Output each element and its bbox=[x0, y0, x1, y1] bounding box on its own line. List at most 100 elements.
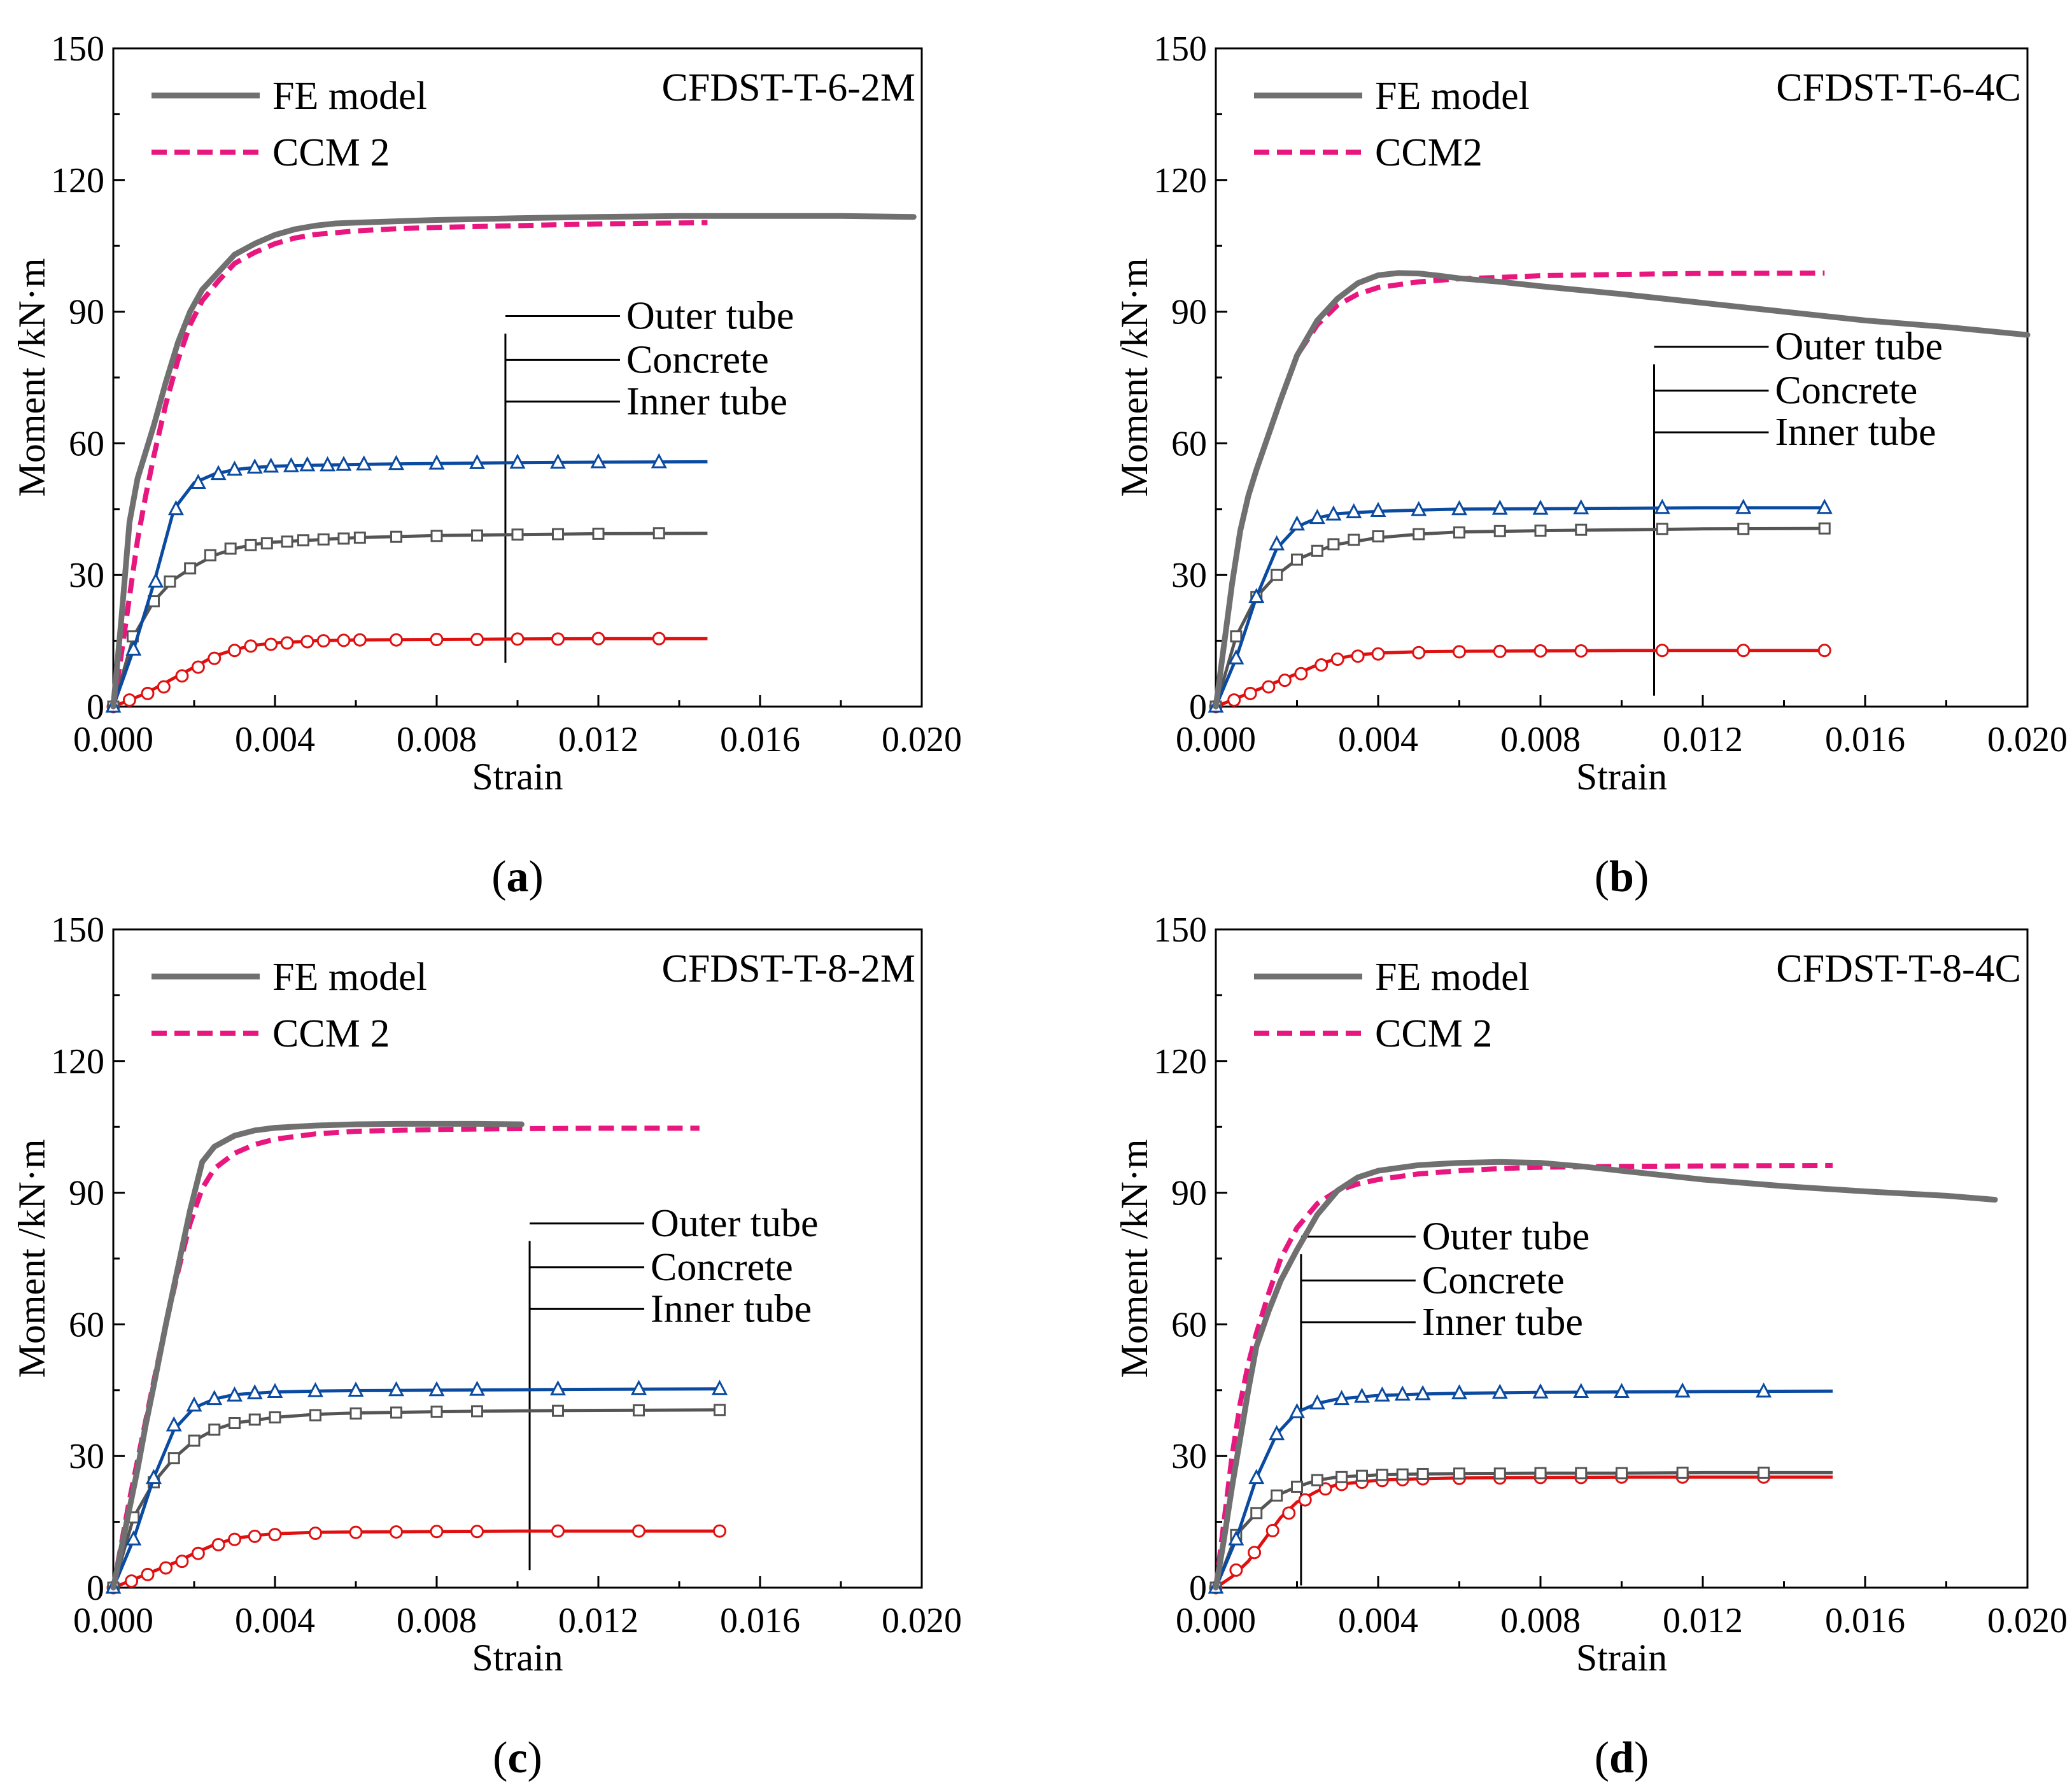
square-marker-icon bbox=[1376, 1469, 1388, 1481]
x-tick-label: 0.000 bbox=[1176, 1601, 1256, 1640]
series-concrete bbox=[107, 527, 708, 713]
legend-fe-label: FE model bbox=[272, 74, 427, 118]
triangle-marker-icon bbox=[1374, 1386, 1390, 1402]
triangle-marker-icon bbox=[1532, 1383, 1549, 1399]
square-marker-icon bbox=[633, 1404, 645, 1417]
square-marker-icon bbox=[1271, 568, 1283, 581]
y-tick-label: 60 bbox=[1171, 1305, 1207, 1344]
annotation-label: Inner tube bbox=[1775, 411, 1936, 454]
y-tick-label: 30 bbox=[69, 1437, 104, 1476]
square-marker-icon bbox=[1271, 1489, 1283, 1502]
panel-label-letter: d bbox=[1609, 1733, 1634, 1782]
annotation-label: Inner tube bbox=[651, 1287, 812, 1330]
square-marker-icon bbox=[430, 1406, 443, 1418]
x-tick-label: 0.012 bbox=[1663, 720, 1743, 759]
concrete-line bbox=[1214, 526, 1825, 707]
concrete-line bbox=[111, 532, 708, 707]
y-tick-label: 120 bbox=[51, 1042, 104, 1082]
square-marker-icon bbox=[248, 1413, 261, 1426]
circle-marker-icon bbox=[337, 633, 351, 647]
triangle-marker-icon bbox=[469, 1380, 485, 1396]
square-marker-icon bbox=[1372, 530, 1385, 543]
specimen-label: CFDST-T-8-2M bbox=[661, 947, 915, 991]
y-tick-label: 30 bbox=[1171, 1437, 1207, 1476]
panel-label-letter: c bbox=[507, 1733, 527, 1782]
triangle-marker-icon bbox=[590, 453, 607, 469]
circle-marker-icon bbox=[632, 1524, 645, 1538]
series-fe bbox=[1213, 1159, 1998, 1591]
triangle-marker-icon bbox=[307, 1381, 323, 1397]
square-marker-icon bbox=[208, 1423, 221, 1436]
circle-marker-icon bbox=[1298, 1493, 1312, 1507]
square-marker-icon bbox=[260, 537, 273, 550]
y-tick-label: 90 bbox=[1171, 1174, 1207, 1213]
panel-label: (d) bbox=[1595, 1733, 1649, 1782]
x-tick-label: 0.004 bbox=[235, 1601, 315, 1640]
square-marker-icon bbox=[337, 532, 350, 545]
circle-marker-icon bbox=[652, 631, 666, 646]
square-marker-icon bbox=[1250, 1507, 1263, 1520]
triangle-marker-icon bbox=[125, 640, 142, 656]
triangle-marker-icon bbox=[1756, 1382, 1772, 1398]
triangle-marker-icon bbox=[631, 1379, 647, 1395]
panel-label-letter: a bbox=[507, 852, 529, 901]
square-marker-icon bbox=[1413, 528, 1425, 540]
triangle-marker-icon bbox=[428, 454, 445, 470]
square-marker-icon bbox=[652, 527, 665, 540]
square-marker-icon bbox=[167, 1452, 180, 1465]
triangle-marker-icon bbox=[356, 455, 372, 470]
circle-marker-icon bbox=[430, 633, 444, 647]
square-marker-icon bbox=[1453, 526, 1465, 539]
circle-marker-icon bbox=[1351, 649, 1365, 663]
triangle-marker-icon bbox=[550, 1380, 566, 1395]
square-marker-icon bbox=[390, 1406, 402, 1419]
panel-label-open: ( bbox=[493, 1733, 507, 1782]
y-axis-title: Moment /kN·m bbox=[1113, 1139, 1155, 1378]
circle-marker-icon bbox=[125, 1574, 139, 1588]
circle-marker-icon bbox=[1371, 647, 1385, 661]
circle-marker-icon bbox=[470, 633, 484, 647]
circle-marker-icon bbox=[191, 1546, 205, 1560]
triangle-marker-icon bbox=[388, 1381, 404, 1397]
x-tick-label: 0.008 bbox=[397, 1601, 477, 1640]
triangle-marker-icon bbox=[1269, 1425, 1285, 1441]
triangle-marker-icon bbox=[320, 456, 336, 472]
y-tick-label: 60 bbox=[69, 424, 104, 463]
panel-label: (c) bbox=[493, 1733, 542, 1782]
triangle-marker-icon bbox=[1573, 499, 1589, 514]
triangle-marker-icon bbox=[227, 460, 243, 476]
circle-marker-icon bbox=[1330, 653, 1344, 667]
triangle-marker-icon bbox=[246, 458, 263, 474]
square-marker-icon bbox=[1336, 1471, 1348, 1483]
square-marker-icon bbox=[511, 528, 524, 541]
circle-marker-icon bbox=[1294, 667, 1308, 681]
square-marker-icon bbox=[229, 1417, 241, 1429]
square-marker-icon bbox=[1534, 525, 1547, 537]
square-marker-icon bbox=[204, 549, 216, 561]
panel-label-open: ( bbox=[491, 852, 506, 901]
square-marker-icon bbox=[1348, 533, 1360, 546]
square-marker-icon bbox=[1230, 630, 1243, 643]
y-axis-title: Moment /kN·m bbox=[11, 258, 53, 497]
circle-marker-icon bbox=[228, 644, 241, 658]
series-inner bbox=[106, 631, 708, 714]
y-tick-label: 60 bbox=[1171, 424, 1207, 463]
fe-model-line bbox=[1213, 270, 2031, 710]
triangle-marker-icon bbox=[428, 1381, 445, 1397]
square-marker-icon bbox=[309, 1409, 321, 1422]
triangle-marker-icon bbox=[1491, 1383, 1508, 1399]
circle-marker-icon bbox=[713, 1524, 726, 1538]
series-inner bbox=[106, 1524, 726, 1595]
x-tick-label: 0.008 bbox=[1500, 1601, 1581, 1640]
y-tick-label: 120 bbox=[1153, 161, 1207, 201]
y-tick-label: 0 bbox=[1189, 688, 1207, 727]
circle-marker-icon bbox=[208, 651, 222, 665]
annotation-label: Concrete bbox=[651, 1246, 793, 1289]
triangle-marker-icon bbox=[1309, 509, 1325, 525]
circle-marker-icon bbox=[159, 1561, 173, 1575]
x-tick-label: 0.004 bbox=[235, 720, 315, 759]
x-tick-label: 0.016 bbox=[1825, 1601, 1905, 1640]
y-tick-label: 60 bbox=[69, 1305, 104, 1344]
inner-line bbox=[113, 1529, 720, 1590]
circle-marker-icon bbox=[390, 633, 403, 647]
